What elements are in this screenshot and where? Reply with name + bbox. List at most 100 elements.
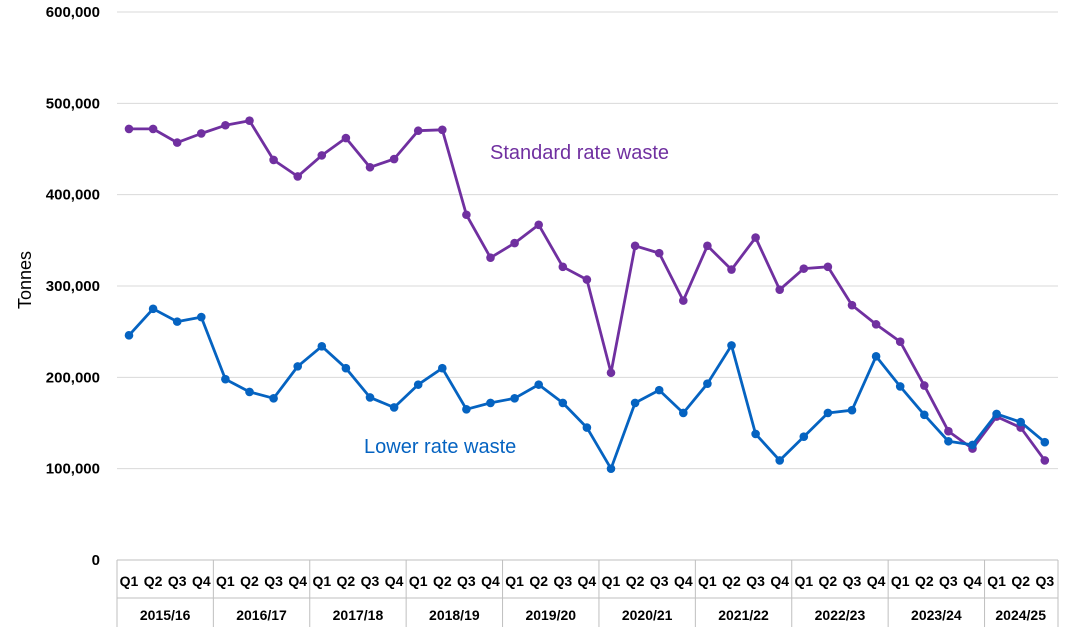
x-axis: Q1 Q2 Q3 Q4 2015/16 Q1 Q2 Q3 Q4 2016/17 Q1 Q2 Q3 Q4 20… (116, 559, 1059, 627)
data-point (317, 151, 327, 160)
data-point (293, 362, 303, 371)
x-tick-year: 2015/16 (140, 607, 191, 623)
data-point (630, 398, 640, 408)
x-tick-quarter: Q1 (409, 573, 428, 589)
data-point (871, 320, 881, 329)
data-point (920, 410, 929, 420)
series-annotations: Standard rate waste Lower rate waste (364, 142, 669, 458)
x-tick-quarter: Q1 (505, 573, 524, 589)
data-point (293, 172, 303, 181)
data-point (341, 133, 351, 143)
data-point (197, 312, 206, 322)
x-tick-quarter: Q3 (264, 573, 283, 589)
data-point (582, 275, 592, 284)
data-point (534, 220, 543, 230)
data-point (269, 155, 278, 165)
data-point (1040, 437, 1050, 447)
data-point (775, 456, 784, 465)
data-point (558, 262, 568, 272)
data-point (534, 380, 543, 389)
x-tick-quarter: Q2 (626, 573, 645, 589)
y-axis-ticks: 0 100,000 200,000 300,000 400,000 500,000 600,… (46, 4, 100, 569)
data-point (968, 440, 977, 450)
data-point (799, 432, 809, 442)
x-tick-year: 2018/19 (429, 607, 480, 623)
data-point (124, 331, 134, 340)
data-point (389, 403, 399, 412)
x-tick-quarter: Q2 (722, 573, 741, 589)
series-line (129, 119, 1046, 462)
data-point (751, 233, 760, 242)
data-point (679, 296, 688, 305)
data-point (148, 124, 158, 134)
data-point (703, 379, 712, 389)
y-tick-label: 0 (92, 552, 100, 569)
series-lower-rate (124, 304, 1050, 473)
series-lines (124, 116, 1050, 473)
x-tick-year: 2017/18 (333, 607, 384, 623)
data-point (944, 426, 953, 436)
x-tick-quarter: Q1 (312, 573, 331, 589)
data-point (847, 405, 857, 415)
data-point (944, 436, 953, 446)
x-tick-quarter: Q1 (794, 573, 813, 589)
x-tick-year: 2023/24 (911, 607, 962, 623)
data-point (679, 408, 688, 418)
data-point (365, 162, 375, 172)
data-point (341, 363, 351, 373)
x-tick-year: 2019/20 (525, 607, 576, 623)
y-tick-label: 600,000 (46, 4, 100, 21)
x-tick-quarter: Q1 (891, 573, 910, 589)
x-tick-quarter: Q3 (746, 573, 765, 589)
y-tick-label: 500,000 (46, 95, 100, 112)
x-tick-year: 2020/21 (622, 607, 673, 623)
x-tick-quarter: Q2 (819, 573, 838, 589)
data-point (727, 341, 736, 350)
data-point (438, 363, 447, 373)
data-point (823, 408, 833, 418)
x-tick-quarter: Q2 (915, 573, 934, 589)
data-point (365, 393, 375, 402)
y-tick-label: 300,000 (46, 278, 100, 295)
x-tick-quarter: Q4 (481, 573, 500, 589)
x-tick-quarter: Q3 (168, 573, 187, 589)
x-tick-year: 2016/17 (236, 607, 287, 623)
data-point (413, 126, 423, 136)
data-point (172, 138, 182, 147)
data-point (823, 262, 833, 272)
data-point (124, 124, 134, 134)
annotation-standard-rate: Standard rate waste (490, 142, 669, 164)
x-tick-quarter: Q3 (457, 573, 476, 589)
data-point (799, 264, 809, 273)
data-point (413, 380, 423, 389)
data-point (486, 398, 495, 408)
data-point (630, 241, 640, 251)
annotation-lower-rate: Lower rate waste (364, 436, 516, 458)
x-tick-quarter: Q4 (867, 573, 886, 589)
x-tick-quarter: Q1 (120, 573, 139, 589)
data-point (486, 253, 495, 262)
data-point (245, 387, 254, 397)
y-tick-label: 200,000 (46, 369, 100, 386)
x-tick-quarter: Q3 (650, 573, 669, 589)
x-tick-quarter: Q3 (843, 573, 862, 589)
data-point (462, 210, 471, 220)
x-tick-quarter: Q1 (987, 573, 1006, 589)
data-point (389, 154, 399, 164)
data-point (895, 337, 905, 347)
data-point (992, 409, 1001, 419)
x-tick-quarter: Q2 (1011, 573, 1030, 589)
data-point (462, 405, 471, 414)
data-point (1040, 456, 1050, 465)
data-point (606, 368, 616, 378)
series-standard-rate (124, 116, 1050, 465)
data-point (221, 120, 230, 130)
data-point (654, 385, 664, 395)
data-point (727, 265, 736, 274)
data-point (582, 423, 592, 432)
x-tick-quarter: Q4 (385, 573, 404, 589)
data-point (510, 238, 519, 248)
x-tick-quarter: Q1 (698, 573, 717, 589)
x-tick-quarter: Q3 (361, 573, 380, 589)
x-tick-quarter: Q4 (674, 573, 693, 589)
